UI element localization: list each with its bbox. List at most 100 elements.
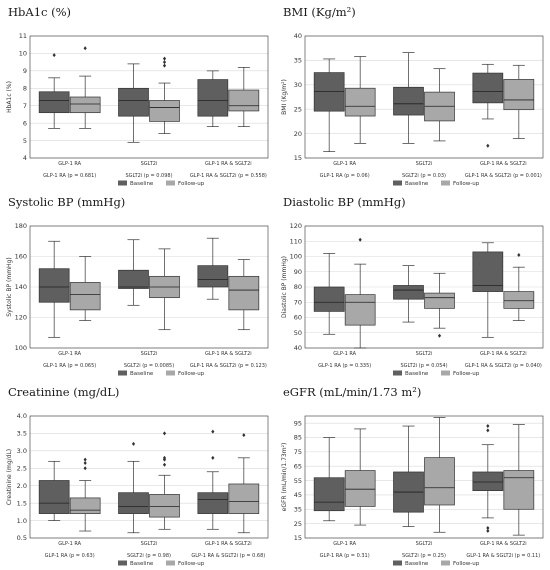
y-tick-label: 65	[294, 462, 302, 470]
y-axis-label: BMI (Kg/m²)	[281, 79, 288, 115]
p-value-label: SGLT2i (p = 0.0085)	[124, 363, 174, 369]
y-tick-label: 6	[23, 119, 27, 127]
y-tick-label: 2.0	[17, 482, 27, 490]
legend-label-baseline: Baseline	[405, 181, 429, 187]
legend-label-followup: Follow-up	[178, 561, 205, 567]
y-tick-label: 7	[23, 102, 27, 110]
p-value-label: GLP-1 RA & SGLT2i (p = 0.001)	[465, 173, 542, 179]
y-tick-label: 11	[19, 32, 27, 40]
y-tick-label: 5	[23, 137, 27, 145]
y-tick-label: 10	[19, 50, 27, 58]
box-followup	[344, 87, 376, 117]
legend-label-baseline: Baseline	[130, 371, 154, 377]
box-baseline	[197, 265, 229, 288]
y-tick-label: 40	[294, 344, 302, 352]
y-tick-label: 30	[294, 81, 302, 89]
outlier-followup	[83, 457, 87, 462]
category-label: GLP-1 RA & SGLT2i	[480, 351, 527, 357]
outlier-followup	[242, 433, 246, 438]
box-followup	[344, 294, 376, 326]
box-baseline	[118, 269, 149, 289]
chart-panel-6: eGFR (mL/min/1.73 m²) 15 25 35 45 55 65 75 85 95 e…	[281, 385, 544, 567]
category-label: SGLT2i	[416, 161, 433, 167]
box-followup	[149, 494, 180, 518]
category-label: GLP-1 RA	[333, 161, 356, 167]
p-value-label: SGLT2i (p = 0.25)	[402, 553, 446, 559]
legend-label-followup: Follow-up	[453, 181, 480, 187]
y-tick-label: 15	[294, 154, 302, 162]
outlier-followup	[162, 455, 167, 460]
p-value-label: GLP-1 RA & SGLT2i (p = 0.11)	[466, 553, 540, 559]
y-tick-label: 8	[23, 84, 27, 92]
box-baseline	[472, 72, 504, 104]
plot-frame	[304, 415, 544, 539]
category-label: SGLT2i	[141, 541, 158, 547]
legend-swatch-followup	[166, 370, 175, 376]
box-followup	[424, 457, 455, 506]
chart-panel-5: Creatinine (mg/dL) 0.5 1.0 1.5 2.0 2.5 3.0 3.5 4…	[6, 385, 269, 567]
y-axis-label: Diastolic BP (mmHg)	[281, 256, 288, 318]
outlier-followup	[162, 56, 167, 61]
y-axis-label: eGFR (mL/min/1.73m²)	[281, 443, 288, 512]
p-value-label: GLP-1 RA & SGLT2i (p = 0.558)	[190, 173, 267, 179]
legend-swatch-baseline	[118, 560, 127, 566]
y-axis-label: Systolic BP (mmHg)	[6, 257, 13, 316]
category-label: SGLT2i	[416, 541, 433, 547]
box-baseline	[38, 480, 70, 514]
legend-label-baseline: Baseline	[130, 561, 154, 567]
y-tick-label: 50	[294, 329, 302, 337]
p-value-label: GLP-1 RA & SGLT2i (p = 0.123)	[190, 363, 267, 369]
category-label: GLP-1 RA	[333, 351, 356, 357]
box-followup	[228, 89, 260, 112]
p-value-label: GLP-1 RA (p = 0.335)	[318, 363, 371, 369]
category-label: GLP-1 RA	[58, 161, 81, 167]
outlier-followup	[162, 60, 167, 65]
y-tick-label: 80	[294, 283, 302, 291]
box-followup	[69, 282, 101, 311]
y-tick-label: 75	[294, 448, 302, 456]
outlier-baseline	[211, 429, 215, 434]
chart-panel-3: Systolic BP (mmHg) 100 120 140 160 180 Systoli…	[6, 195, 269, 377]
y-tick-label: 4.0	[17, 412, 27, 420]
category-label: GLP-1 RA & SGLT2i	[480, 541, 527, 547]
box-followup	[344, 470, 376, 507]
y-tick-label: 1.5	[17, 499, 27, 507]
y-tick-label: 60	[294, 314, 302, 322]
outlier-followup	[83, 466, 87, 471]
category-label: GLP-1 RA & SGLT2i	[480, 161, 527, 167]
y-tick-label: 120	[290, 222, 302, 230]
category-label: GLP-1 RA	[58, 351, 81, 357]
y-tick-label: 55	[294, 477, 302, 485]
legend-swatch-followup	[166, 180, 175, 186]
y-tick-label: 4	[23, 154, 27, 162]
y-tick-label: 20	[294, 130, 302, 138]
outlier-baseline	[486, 424, 490, 429]
box-baseline	[313, 477, 345, 512]
y-tick-label: 100	[15, 344, 27, 352]
y-tick-label: 9	[23, 67, 27, 75]
chart-panel-1: HbA1c (%) 4 5 6 7 8 9 10 11 HbA1c (%) GLP-1 RA GLP-…	[6, 5, 269, 187]
category-label: SGLT2i	[416, 351, 433, 357]
panel-title: HbA1c (%)	[8, 5, 71, 19]
y-tick-label: 35	[294, 57, 302, 65]
outlier-baseline	[211, 455, 215, 460]
p-value-label: GLP-1 RA (p = 0.065)	[43, 363, 96, 369]
outlier-baseline	[131, 441, 136, 446]
p-value-label: SGLT2i (p = 0.98)	[127, 553, 171, 559]
box-baseline	[472, 471, 504, 491]
legend-label-followup: Follow-up	[453, 561, 480, 567]
y-tick-label: 1.0	[17, 517, 27, 525]
y-tick-label: 15	[294, 534, 302, 542]
y-tick-label: 40	[294, 32, 302, 40]
category-label: GLP-1 RA & SGLT2i	[205, 351, 252, 357]
panel-title: Diastolic BP (mmHg)	[283, 195, 406, 209]
y-tick-label: 85	[294, 434, 302, 442]
outlier-followup	[162, 431, 167, 436]
legend-swatch-baseline	[118, 180, 127, 186]
legend-label-baseline: Baseline	[405, 561, 429, 567]
y-axis-label: HbA1c (%)	[6, 81, 13, 113]
legend-label-baseline: Baseline	[405, 371, 429, 377]
panel-title: Creatinine (mg/dL)	[8, 385, 119, 399]
p-value-label: GLP-1 RA (p = 0.63)	[45, 553, 95, 559]
